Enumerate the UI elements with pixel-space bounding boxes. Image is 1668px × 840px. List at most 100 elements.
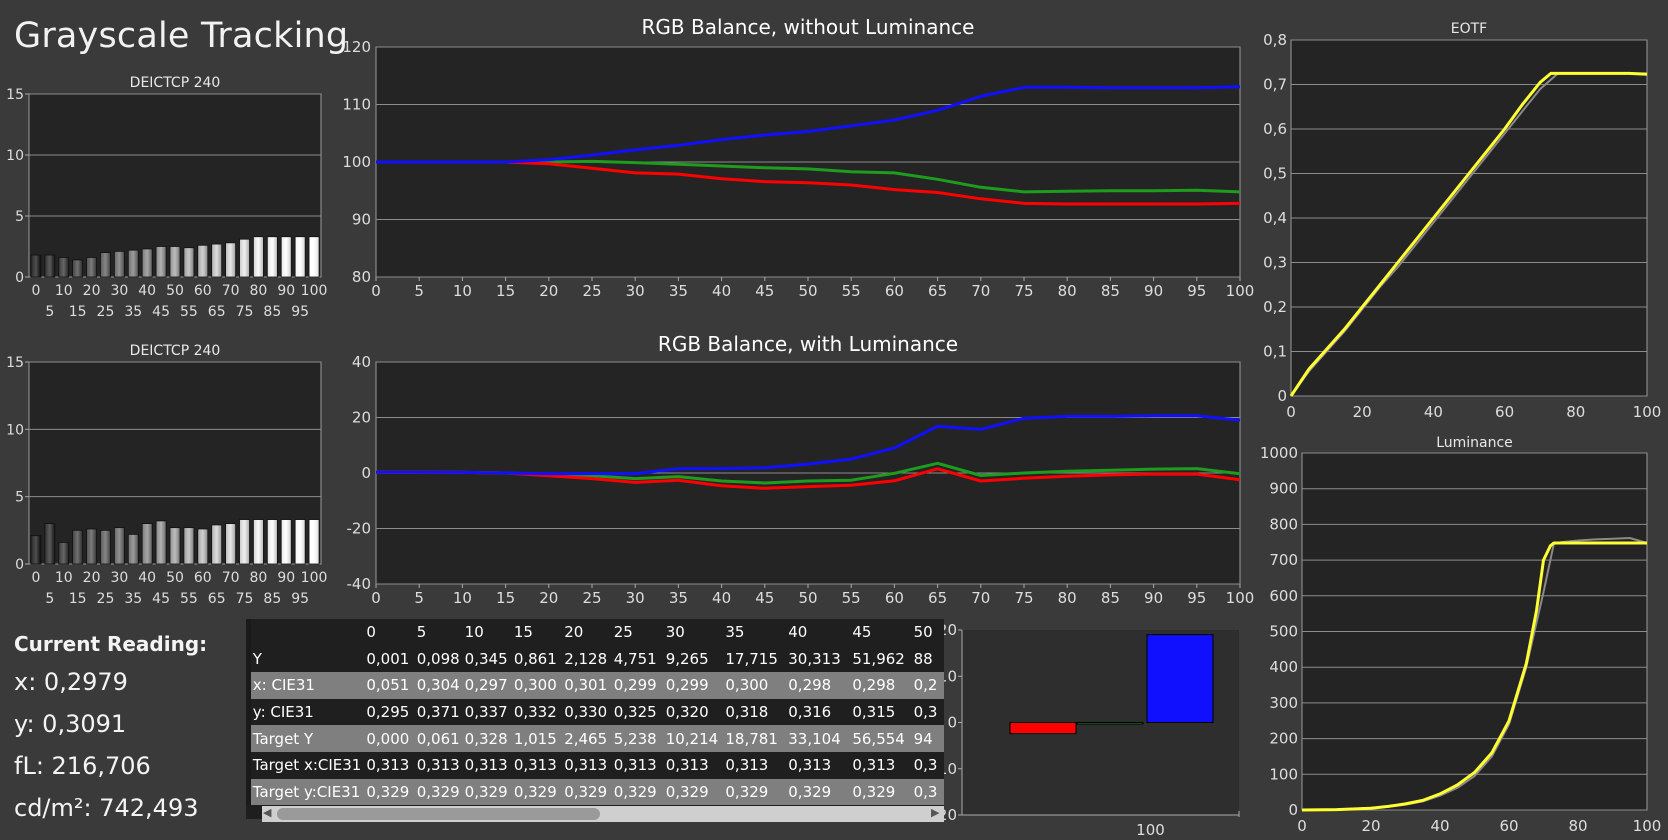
column-header[interactable]: 15 xyxy=(508,619,560,646)
table-cell: 30,313 xyxy=(783,645,848,673)
table-row[interactable]: Y 0,001 0,098 0,345 0,861 2,128 4,751 9,265 17,7… xyxy=(246,645,944,673)
rgb-x-tick-label: 60 xyxy=(885,282,904,300)
deictcp-y-tick-label: 5 xyxy=(15,209,24,225)
table-scrollbar-thumb[interactable] xyxy=(277,808,600,820)
table-row[interactable]: y: CIE31 0,295 0,371 0,337 0,332 0,330 0,325 0,… xyxy=(246,698,944,726)
curve-x-tick-label: 0 xyxy=(1286,403,1296,421)
table-row[interactable]: x: CIE31 0,051 0,304 0,297 0,300 0,301 0,299 0,… xyxy=(246,672,944,699)
column-header[interactable]: 40 xyxy=(783,619,848,646)
table-cell: 9,265 xyxy=(660,645,721,673)
reading-fl: fL: 216,706 xyxy=(14,752,151,780)
deictcp-bar xyxy=(183,527,195,565)
deictcp-bar xyxy=(113,527,125,565)
rgb-x-tick-label: 30 xyxy=(626,589,645,607)
deictcp-bar xyxy=(280,519,292,565)
table-cell: 4,751 xyxy=(608,645,661,673)
scroll-right-arrow-icon[interactable]: ▶ xyxy=(931,806,940,819)
deictcp-bar xyxy=(58,542,70,565)
table-cell: 0,300 xyxy=(720,672,784,699)
table-cell: 0,301 xyxy=(559,672,609,699)
deictcp-y-tick-label: 0 xyxy=(15,270,24,286)
rgb-x-tick-label: 80 xyxy=(1058,589,1077,607)
rgb-x-tick-label: 25 xyxy=(582,589,601,607)
deictcp-bar xyxy=(211,243,223,278)
deictcp-x-tick-label: 30 xyxy=(110,570,128,586)
table-cell: 0,316 xyxy=(783,698,848,726)
measurement-table-grid: 0 5 10 15 20 25 30 35 40 45 50 Y 0,001 0,098 0,345 0,86… xyxy=(246,619,944,806)
table-row[interactable]: Target Y 0,000 0,061 0,328 1,015 2,465 5,238 10… xyxy=(246,725,944,752)
table-cell: 5,238 xyxy=(608,725,661,752)
column-header[interactable]: 25 xyxy=(608,619,661,646)
table-cell: 0,297 xyxy=(459,672,509,699)
curve-y-tick-label: 1000 xyxy=(1260,444,1298,462)
column-header[interactable]: 10 xyxy=(459,619,509,646)
deictcp-x-tick-label: 90 xyxy=(277,570,295,586)
table-cell: 0,313 xyxy=(459,751,509,779)
table-row[interactable]: Target x:CIE31 0,313 0,313 0,313 0,313 0,313 0… xyxy=(246,751,944,779)
deictcp-bar xyxy=(266,236,278,278)
deictcp-bar xyxy=(169,246,181,278)
scroll-left-arrow-icon[interactable]: ◀ xyxy=(263,806,272,819)
deictcp-x-tick-label: 70 xyxy=(222,283,240,299)
table-cell: 0,329 xyxy=(608,778,661,806)
table-cell: 0,313 xyxy=(559,751,609,779)
deictcp-x-tick-label: 40 xyxy=(138,570,156,586)
table-cell: 0,313 xyxy=(361,751,412,779)
column-header[interactable]: 30 xyxy=(660,619,721,646)
table-cell: 18,781 xyxy=(720,725,784,752)
table-cell: 17,715 xyxy=(720,645,784,673)
deictcp-bar xyxy=(308,236,320,278)
rgb-x-tick-label: 80 xyxy=(1058,282,1077,300)
deictcp-bar xyxy=(127,533,139,565)
rgb-x-tick-label: 85 xyxy=(1101,589,1120,607)
table-cell: 0,051 xyxy=(361,672,412,699)
table-row[interactable]: Target y:CIE31 0,329 0,329 0,329 0,329 0,329 0… xyxy=(246,778,944,806)
rgb-x-tick-label: 15 xyxy=(496,589,515,607)
rgb-x-tick-label: 95 xyxy=(1187,589,1206,607)
deictcp-x-tick-label: 60 xyxy=(194,570,212,586)
table-cell: 0,304 xyxy=(411,672,460,699)
curve-x-tick-label: 60 xyxy=(1495,403,1514,421)
page-title: Grayscale Tracking xyxy=(14,16,349,56)
table-cell: 0,313 xyxy=(720,751,784,779)
curve-y-tick-label: 0,5 xyxy=(1263,165,1287,183)
column-header[interactable]: 45 xyxy=(847,619,909,646)
row-gutter xyxy=(246,619,251,646)
rgb-y-tick-label: 110 xyxy=(342,96,371,114)
rgb-x-tick-label: 0 xyxy=(371,282,381,300)
table-cell: 0,329 xyxy=(361,778,412,806)
curve-series-measured-line xyxy=(1289,71,1648,397)
deictcp-bar xyxy=(155,246,167,278)
deictcp-bar xyxy=(197,528,209,565)
deictcp-x-tick-label: 10 xyxy=(55,283,73,299)
deictcp-x-tick-label: 45 xyxy=(152,591,170,607)
deictcp-bar xyxy=(44,523,56,565)
luminance-chart: 0 100 200 300 400 500 600 700 800 900 1000 0 20 40 60 8… xyxy=(1260,435,1662,835)
current-bars-y-tick-label: 0 xyxy=(947,714,957,732)
curve-y-tick-label: 0 xyxy=(1288,801,1298,819)
row-gutter xyxy=(246,725,251,752)
table-cell: 0,329 xyxy=(411,778,460,806)
rgb-x-tick-label: 5 xyxy=(414,282,424,300)
deictcp-bar xyxy=(72,529,84,565)
table-cell: 0,313 xyxy=(660,751,721,779)
measurement-table[interactable]: 0 5 10 15 20 25 30 35 40 45 50 Y 0,001 0,098 0,345 0,86… xyxy=(246,619,944,819)
column-header[interactable]: 20 xyxy=(559,619,609,646)
rgb-x-tick-label: 40 xyxy=(712,589,731,607)
deictcp-x-tick-label: 20 xyxy=(83,570,101,586)
rgb-series-blue-line xyxy=(376,414,1241,476)
column-header[interactable]: 0 xyxy=(361,619,412,646)
rgb-x-tick-label: 100 xyxy=(1226,589,1255,607)
curve-x-tick-label: 40 xyxy=(1424,403,1443,421)
curve-chart-title: EOTF xyxy=(1451,21,1487,37)
deictcp-bar xyxy=(100,529,111,565)
table-cell: 0,3 xyxy=(908,698,944,726)
table-cell: 51,962 xyxy=(847,645,909,673)
deictcp-x-tick-label: 75 xyxy=(236,591,254,607)
column-header[interactable]: 50 xyxy=(908,619,944,646)
column-header[interactable]: 35 xyxy=(720,619,784,646)
curve-y-tick-label: 600 xyxy=(1269,587,1298,605)
column-header[interactable]: 5 xyxy=(411,619,460,646)
deictcp-x-tick-label: 65 xyxy=(208,591,226,607)
